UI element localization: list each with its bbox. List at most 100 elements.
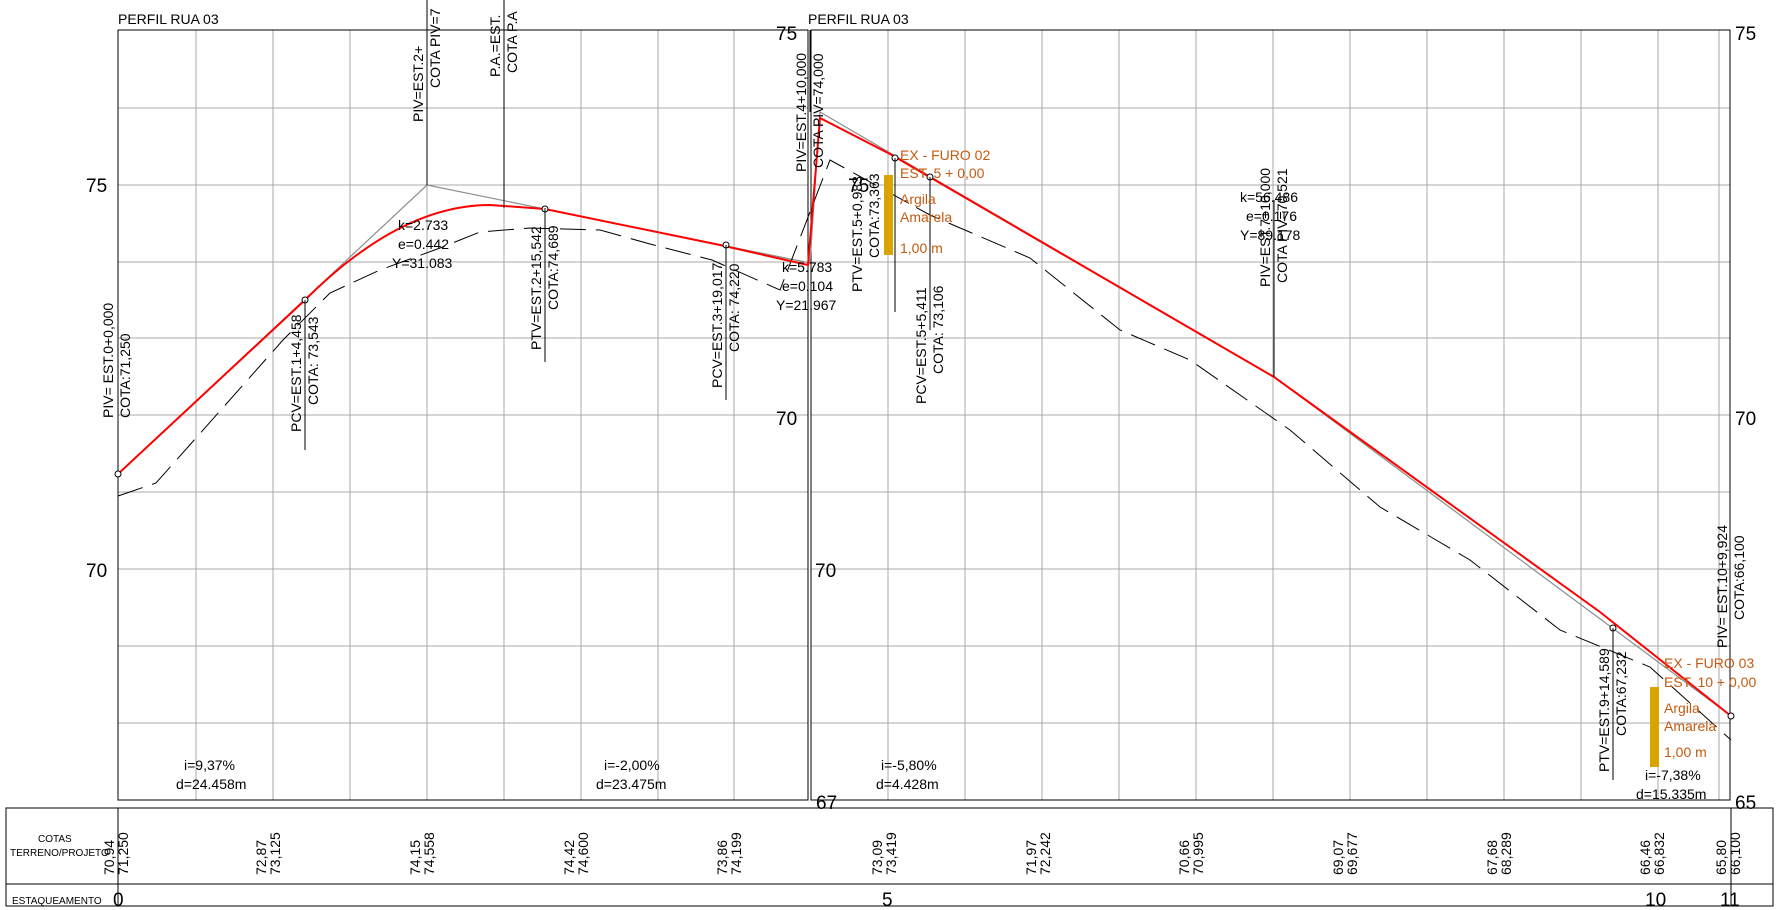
right-axis-70: 70 bbox=[1735, 409, 1756, 430]
right-frame bbox=[810, 29, 1731, 801]
label-piv-10-b: COTA:66,100 bbox=[1731, 535, 1747, 620]
cota-terrain-5: 73,09 bbox=[869, 840, 885, 875]
svg-text:Amarela: Amarela bbox=[1664, 718, 1716, 734]
grade-1-i: i=9,37% bbox=[184, 757, 235, 773]
cota-project-8: 69,677 bbox=[1344, 832, 1360, 875]
center-axis-a-70: 70 bbox=[776, 409, 797, 430]
cota-project-7: 70,995 bbox=[1190, 832, 1206, 875]
svg-text:EX - FURO 02: EX - FURO 02 bbox=[900, 147, 990, 163]
curve-2-k: k=5.783 bbox=[782, 259, 832, 275]
right-axis-65: 65 bbox=[1735, 793, 1756, 814]
svg-text:Argila: Argila bbox=[1664, 700, 1700, 716]
grade-4-i: i=-7,38% bbox=[1645, 767, 1701, 783]
grade-2-i: i=-2,00% bbox=[604, 757, 660, 773]
label-piv-4-a: PIV=EST.4+10,000 bbox=[793, 53, 809, 172]
profile-title-right: PERFIL RUA 03 bbox=[808, 11, 909, 27]
label-ptv-9-b: COTA:67,232 bbox=[1613, 651, 1629, 736]
cota-project-5: 73,419 bbox=[883, 832, 899, 875]
label-pcv-1-b: COTA: 73,543 bbox=[305, 316, 321, 405]
label-pcv-5-a: PCV=EST.5+5,411 bbox=[913, 287, 929, 404]
cota-terrain-6: 71,97 bbox=[1023, 840, 1039, 875]
right-axis-75: 75 bbox=[1735, 24, 1756, 45]
grade-3-i: i=-5,80% bbox=[881, 757, 937, 773]
left-axis-70: 70 bbox=[86, 561, 107, 582]
label-ptv-2-b: COTA:74,689 bbox=[545, 225, 561, 310]
cota-terrain-10: 66,46 bbox=[1637, 840, 1653, 875]
cota-terrain-9: 67,68 bbox=[1484, 840, 1500, 875]
label-pa-a: P.A.=EST. bbox=[487, 15, 503, 77]
svg-text:EST. 5 + 0,00: EST. 5 + 0,00 bbox=[900, 165, 985, 181]
cota-project-3: 74,600 bbox=[575, 832, 591, 875]
station-0: 0 bbox=[113, 890, 124, 910]
svg-text:Argila: Argila bbox=[900, 191, 936, 207]
label-pcv-1-a: PCV=EST.1+4,458 bbox=[288, 314, 304, 432]
cota-project-2: 74,558 bbox=[421, 832, 437, 875]
label-piv-10-a: PIV= EST.10+9,924 bbox=[1714, 525, 1730, 648]
cota-terrain-8: 69,07 bbox=[1330, 840, 1346, 875]
curve-3-e: e=0.176 bbox=[1246, 208, 1297, 224]
label-pcv-3-b: COTA: 74,220 bbox=[726, 263, 742, 352]
label-piv-4-b: COTA PIV=74,000 bbox=[810, 53, 826, 168]
label-piv-7-b: COTA PIV=70,521 bbox=[1274, 168, 1290, 283]
cota-project-10: 66,832 bbox=[1651, 832, 1667, 875]
center-axis-b-75: 75 bbox=[848, 176, 869, 197]
label-ptv-9-a: PTV=EST.9+14,589 bbox=[1596, 648, 1612, 772]
cota-project-1: 73,125 bbox=[267, 832, 283, 875]
grade-2-d: d=23.475m bbox=[596, 776, 666, 792]
curve-3-k: k=56.486 bbox=[1240, 189, 1298, 205]
curve-3-y: Y=89.178 bbox=[1240, 227, 1301, 243]
cota-project-11: 66,100 bbox=[1727, 832, 1743, 875]
cota-project-9: 68,289 bbox=[1498, 832, 1514, 875]
profile-table bbox=[5, 807, 1774, 907]
table-label-terreno: TERRENO/PROJETO bbox=[10, 848, 109, 859]
cota-terrain-2: 74,15 bbox=[407, 840, 423, 875]
svg-text:1,00 m: 1,00 m bbox=[900, 240, 943, 256]
curve-2-y: Y=21.967 bbox=[776, 297, 837, 313]
label-piv-2-b: COTA PIV=7 bbox=[427, 8, 443, 88]
table-stations: 0 5 10 11 bbox=[113, 890, 1740, 910]
label-piv-7-a: PIV=EST.7+10,000 bbox=[1257, 168, 1273, 287]
left-axis-75: 75 bbox=[86, 176, 107, 197]
terrain-line bbox=[117, 159, 1732, 741]
station-11: 11 bbox=[1720, 890, 1740, 910]
boring-furo-02: EX - FURO 02 EST. 5 + 0,00 Argila Amarel… bbox=[884, 147, 990, 256]
table-label-estaqueamento: ESTAQUEAMENTO bbox=[12, 896, 102, 907]
label-ptv-2-a: PTV=EST.2+15,542 bbox=[528, 226, 544, 350]
station-10: 10 bbox=[1645, 890, 1666, 910]
center-axis-b-70: 70 bbox=[815, 561, 836, 582]
cota-terrain-3: 74,42 bbox=[561, 840, 577, 875]
project-line bbox=[117, 116, 1732, 717]
label-piv-0-b: COTA:71,250 bbox=[117, 333, 133, 418]
label-ptv-5-a: PTV=EST.5+0,983 bbox=[849, 176, 865, 292]
marker-lines bbox=[304, 0, 1614, 780]
curve-1-e: e=0.442 bbox=[398, 236, 449, 252]
cota-terrain-0: 70,94 bbox=[101, 840, 117, 875]
cota-terrain-4: 73,86 bbox=[714, 840, 730, 875]
label-piv-0-a: PIV= EST.0+0,000 bbox=[100, 303, 116, 418]
label-pcv-5-b: COTA: 73,106 bbox=[930, 285, 946, 374]
profile-grid bbox=[118, 30, 1730, 800]
station-5: 5 bbox=[882, 890, 893, 910]
cota-project-0: 71,250 bbox=[115, 832, 131, 875]
cota-terrain-1: 72,87 bbox=[253, 840, 269, 875]
grade-1-d: d=24.458m bbox=[176, 776, 246, 792]
cota-project-6: 72,242 bbox=[1037, 832, 1053, 875]
svg-text:EST. 10 + 0,00: EST. 10 + 0,00 bbox=[1664, 674, 1756, 690]
center-axis-a-75: 75 bbox=[776, 24, 797, 45]
left-frame bbox=[117, 29, 809, 801]
table-cotas: 70,94 71,250 72,87 73,125 74,15 74,558 7… bbox=[101, 832, 1743, 875]
cota-project-4: 74,199 bbox=[728, 832, 744, 875]
curve-1-k: k=2.733 bbox=[398, 217, 448, 233]
cota-terrain-11: 65,80 bbox=[1713, 840, 1729, 875]
grade-4-d: d=15.335m bbox=[1636, 786, 1706, 802]
label-ptv-5-b: COTA:73,363 bbox=[866, 173, 882, 258]
cota-terrain-7: 70,66 bbox=[1176, 840, 1192, 875]
svg-text:EX - FURO 03: EX - FURO 03 bbox=[1664, 655, 1754, 671]
profile-title-left: PERFIL RUA 03 bbox=[118, 11, 219, 27]
center-axis-a-67: 67 bbox=[816, 793, 837, 814]
curve-1-y: Y=31.083 bbox=[392, 255, 453, 271]
table-label-cotas: COTAS bbox=[38, 834, 72, 845]
grade-3-d: d=4.428m bbox=[876, 776, 939, 792]
curve-2-e: e=0.104 bbox=[782, 278, 833, 294]
